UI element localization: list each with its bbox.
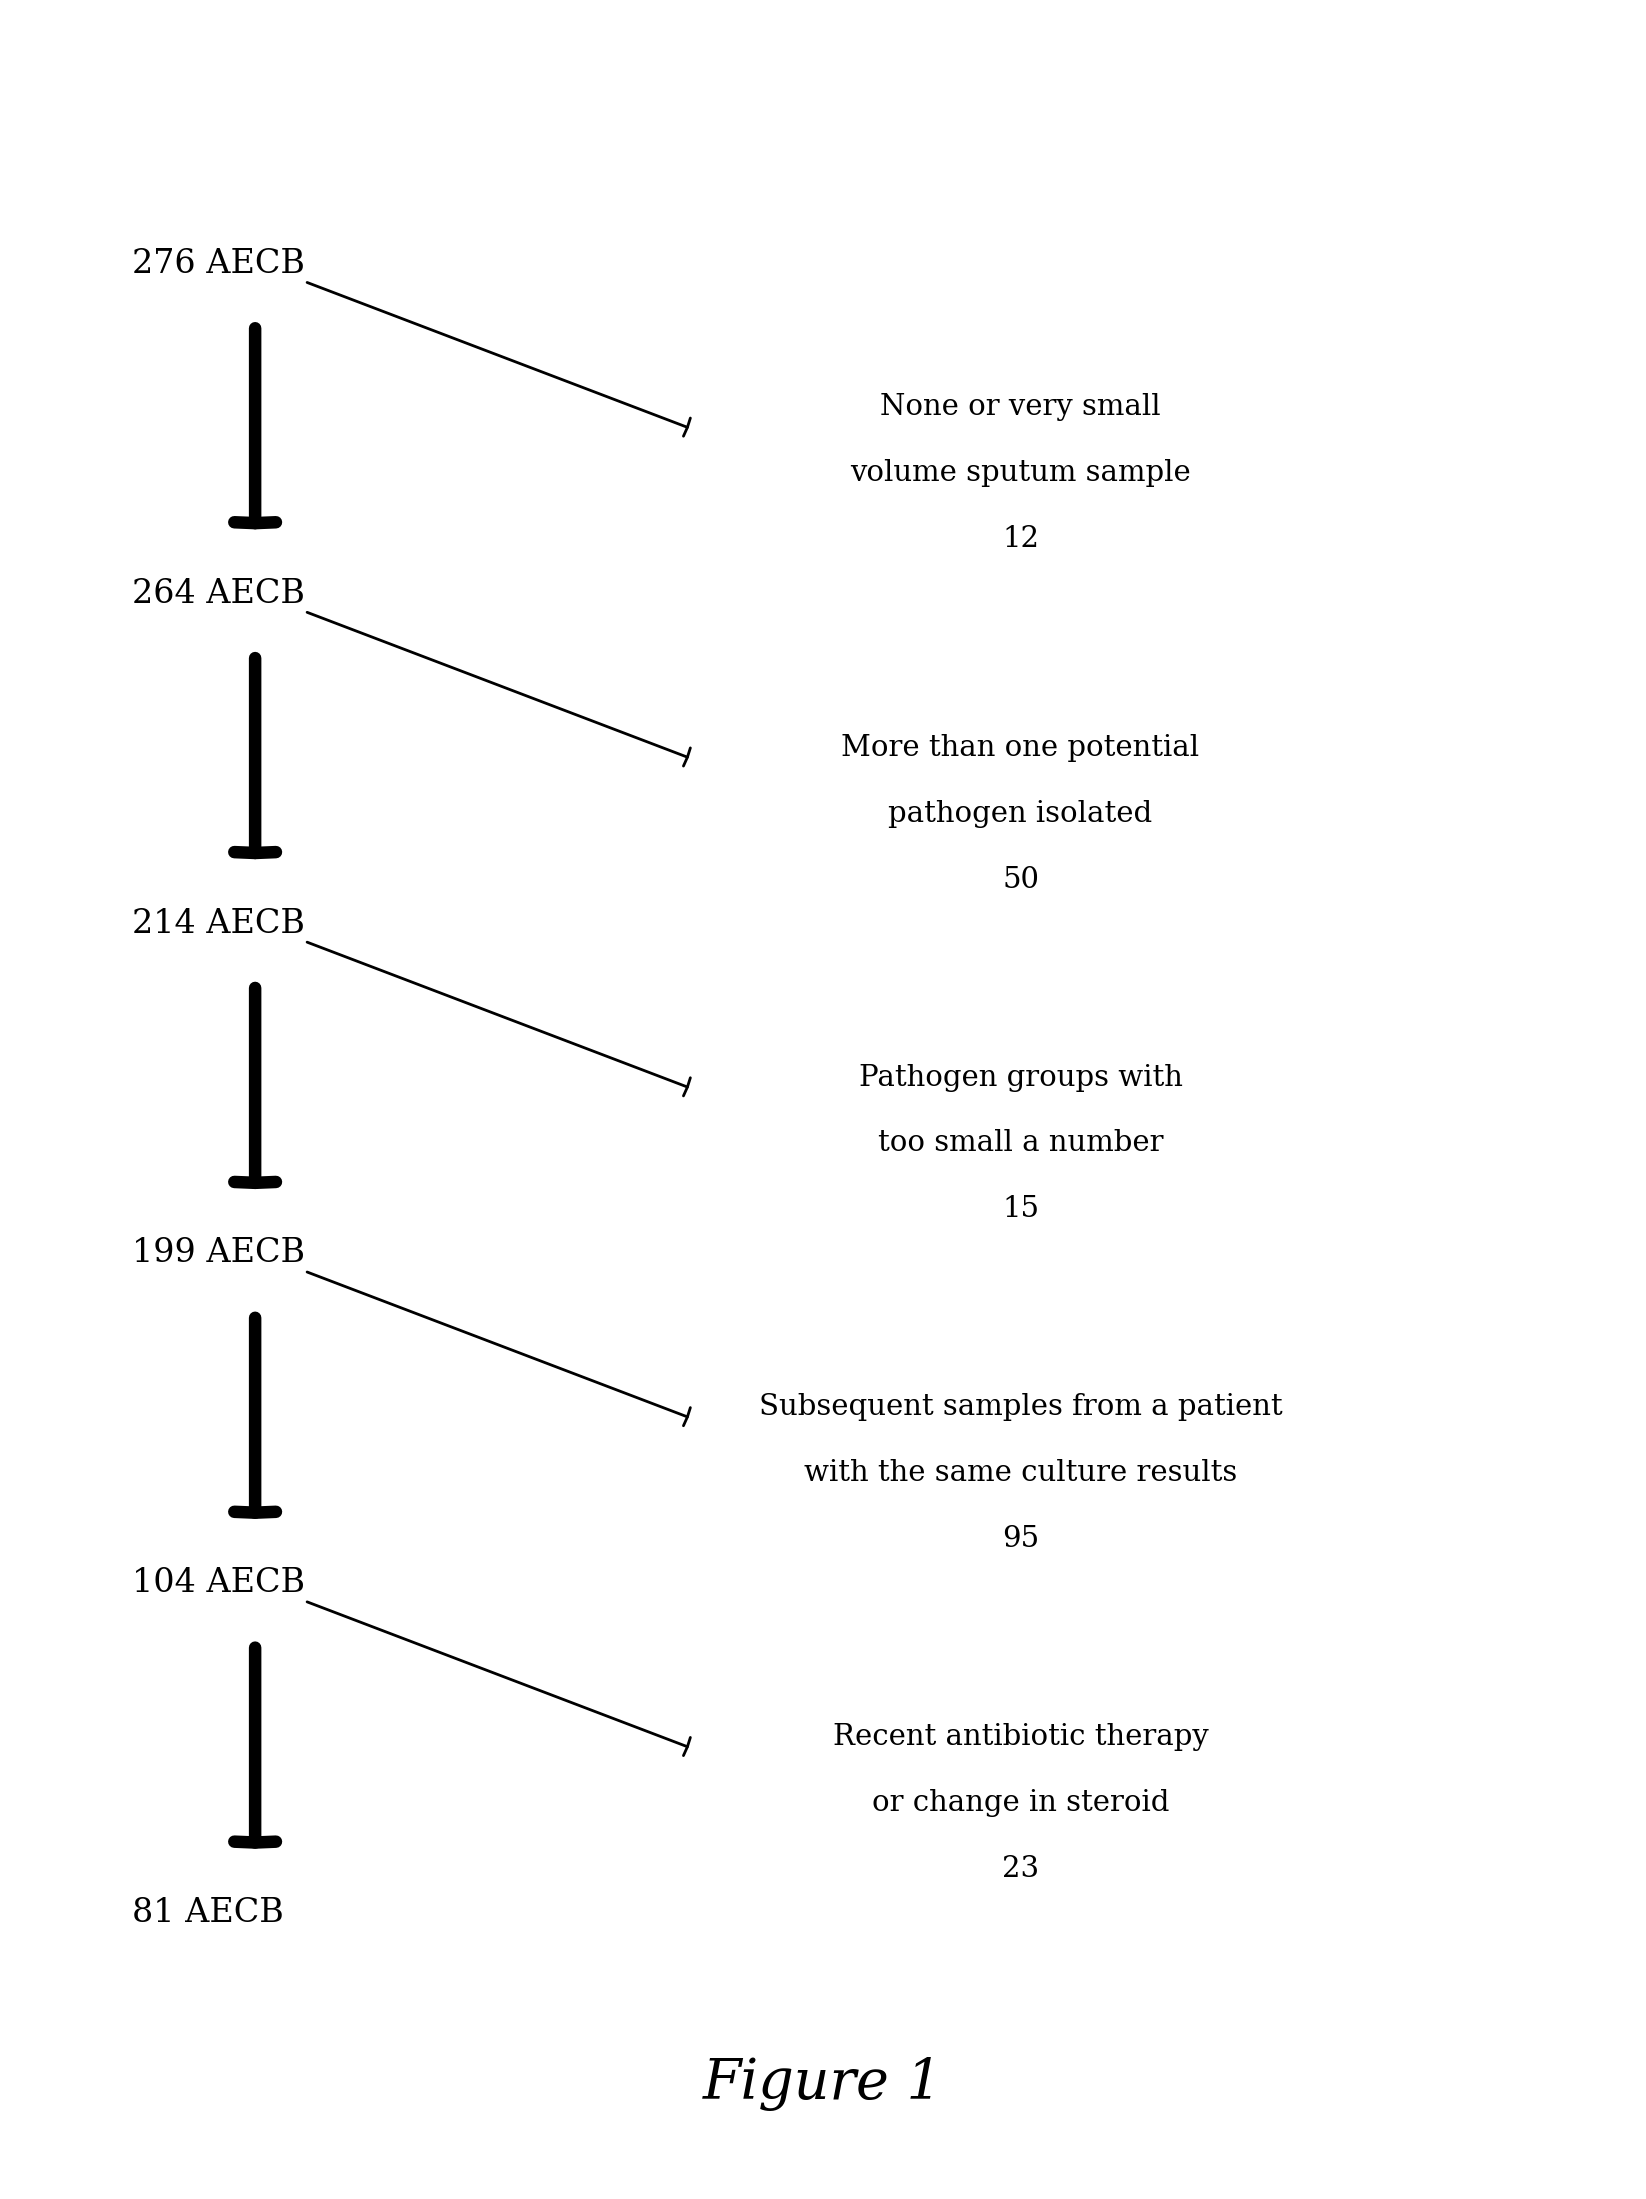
Text: too small a number: too small a number — [877, 1130, 1164, 1157]
Text: Figure 1: Figure 1 — [703, 2056, 943, 2111]
Text: 50: 50 — [1002, 866, 1039, 893]
Text: or change in steroid: or change in steroid — [872, 1790, 1169, 1816]
Text: 81 AECB: 81 AECB — [132, 1898, 283, 1929]
Text: Recent antibiotic therapy: Recent antibiotic therapy — [833, 1724, 1208, 1750]
Text: 12: 12 — [1002, 526, 1039, 552]
Text: 95: 95 — [1002, 1526, 1039, 1552]
Text: 104 AECB: 104 AECB — [132, 1568, 305, 1599]
Text: with the same culture results: with the same culture results — [803, 1460, 1238, 1487]
Text: 23: 23 — [1002, 1856, 1039, 1882]
Text: 276 AECB: 276 AECB — [132, 248, 305, 279]
Text: 199 AECB: 199 AECB — [132, 1238, 305, 1269]
Text: 214 AECB: 214 AECB — [132, 908, 305, 939]
Text: More than one potential: More than one potential — [841, 734, 1200, 761]
Text: Subsequent samples from a patient: Subsequent samples from a patient — [759, 1394, 1282, 1421]
Text: None or very small: None or very small — [881, 394, 1160, 420]
Text: Pathogen groups with: Pathogen groups with — [859, 1064, 1182, 1091]
Text: 15: 15 — [1002, 1196, 1039, 1223]
Text: pathogen isolated: pathogen isolated — [889, 800, 1152, 827]
Text: volume sputum sample: volume sputum sample — [849, 460, 1192, 486]
Text: 264 AECB: 264 AECB — [132, 578, 305, 609]
